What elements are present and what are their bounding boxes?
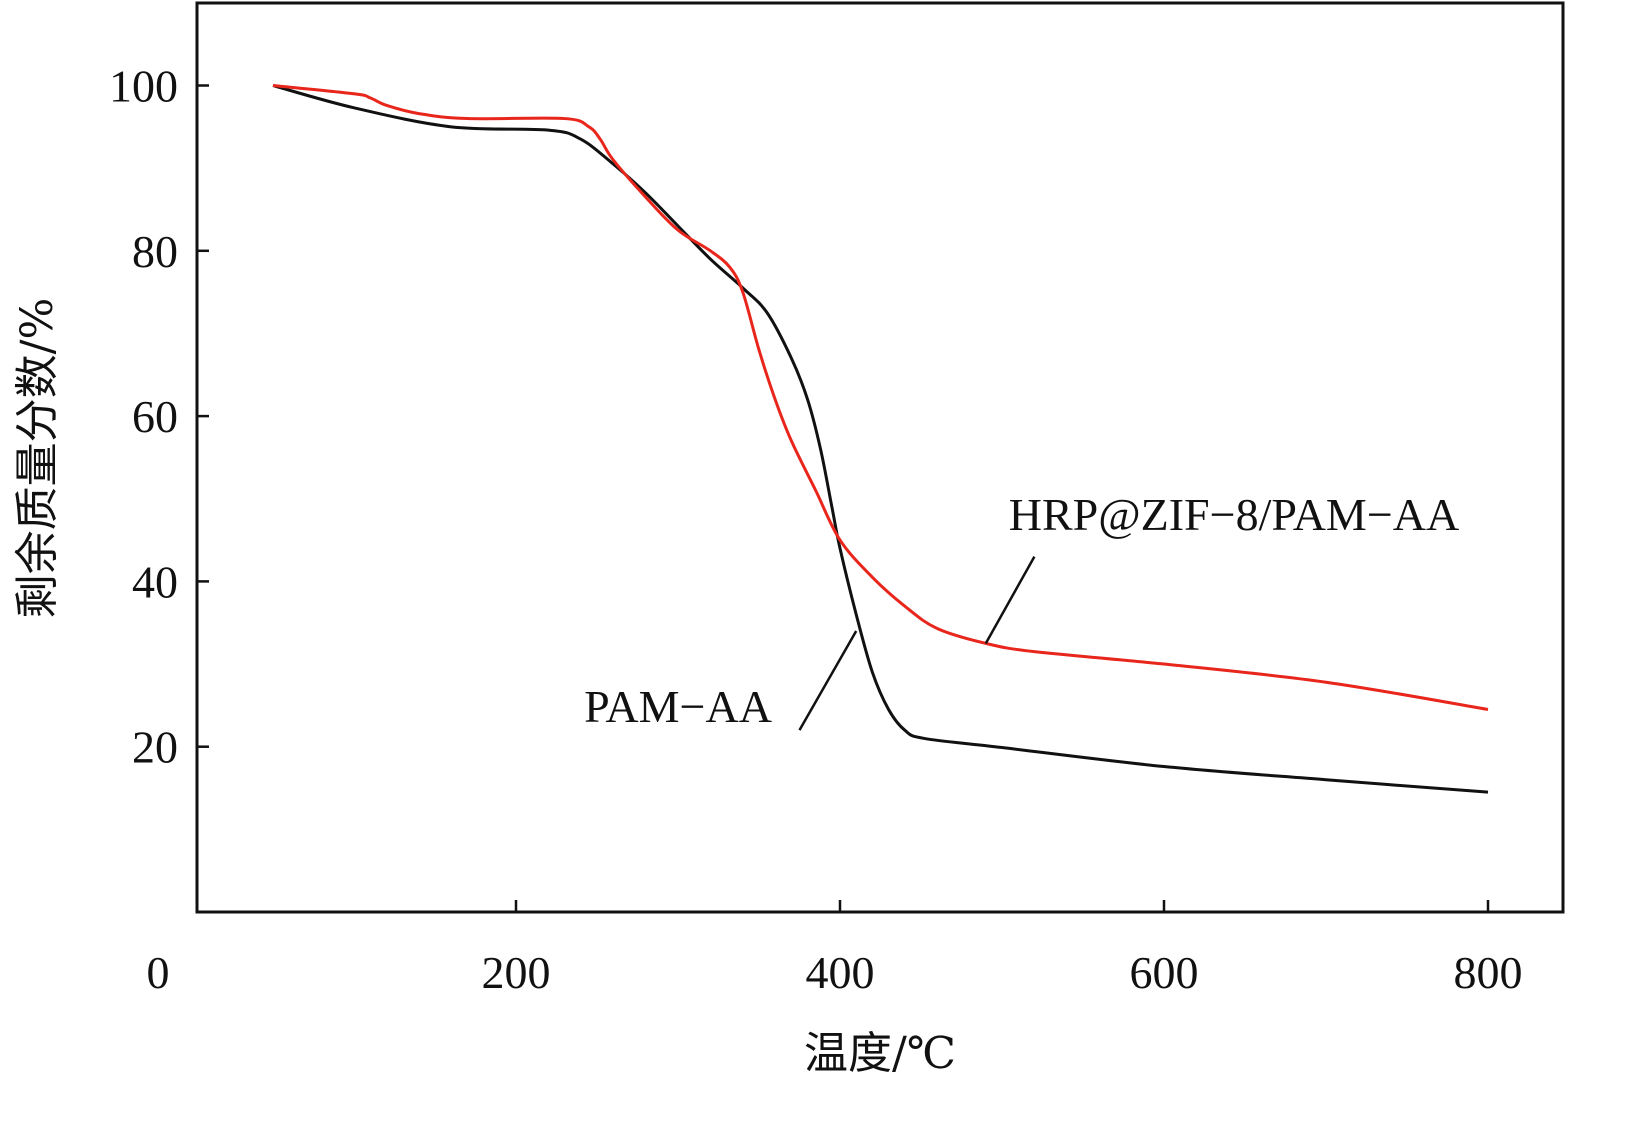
plot-frame	[195, 1, 1565, 914]
series-line-0	[272, 84, 1489, 794]
series-label-hrp-zif8-pam-aa: HRP@ZIF−8/PAM−AA	[1009, 489, 1459, 540]
series-leader-line	[798, 630, 858, 731]
x-tick-label: 600	[1130, 947, 1199, 998]
series-label-pam-aa: PAM−AA	[584, 681, 772, 732]
x-tick-label: 0	[147, 947, 170, 998]
y-tick-label: 80	[132, 226, 178, 277]
y-tick-label: 40	[132, 556, 178, 607]
x-tick-label: 800	[1454, 947, 1523, 998]
x-tick-label: 200	[482, 947, 551, 998]
y-tick-label: 60	[132, 391, 178, 442]
x-axis-title: 温度/℃	[804, 1028, 956, 1079]
y-tick-label: 100	[109, 61, 178, 112]
series-line-1	[272, 84, 1489, 711]
x-tick-label: 400	[806, 947, 875, 998]
series-leader-line	[984, 555, 1036, 644]
y-tick-label: 20	[132, 722, 178, 773]
y-axis-title: 剩余质量分数/%	[12, 298, 63, 619]
